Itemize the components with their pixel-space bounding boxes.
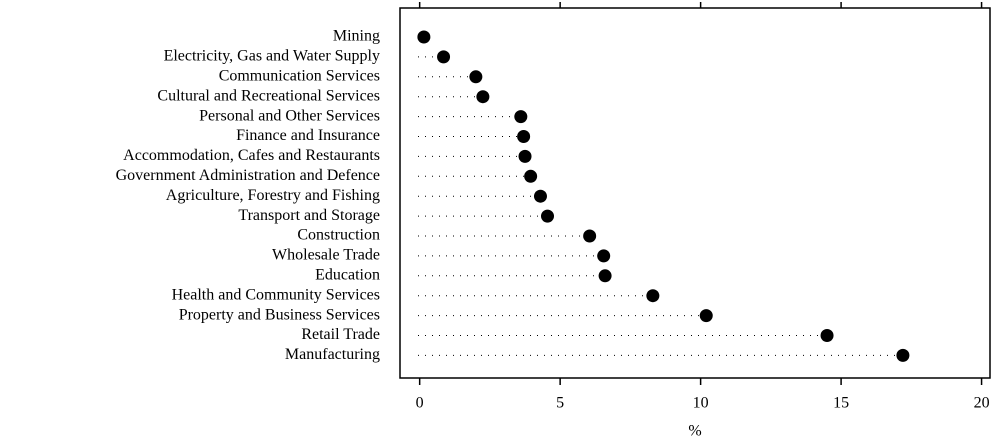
dot	[820, 329, 834, 342]
dot	[896, 348, 910, 362]
plot-frame	[399, 7, 991, 379]
y-tick-label: Agriculture, Forestry and Fishing	[166, 187, 380, 204]
x-axis-label: %	[688, 423, 701, 440]
y-tick-label: Accommodation, Cafes and Restaurants	[123, 147, 380, 164]
y-tick-label: Personal and Other Services	[199, 107, 380, 124]
dot	[699, 309, 713, 323]
dot	[541, 209, 554, 223]
y-tick-label: Mining	[333, 28, 380, 45]
y-tick-label: Government Administration and Defence	[116, 167, 380, 184]
y-tick-label: Property and Business Services	[179, 306, 380, 323]
y-tick-label: Electricity, Gas and Water Supply	[164, 48, 380, 65]
x-tick-label: 0	[416, 395, 424, 412]
dot	[517, 130, 531, 143]
y-tick-label: Construction	[297, 227, 380, 244]
dot	[469, 70, 483, 84]
y-tick-label: Health and Community Services	[172, 286, 380, 303]
x-tick-label: 10	[693, 395, 709, 412]
dot	[437, 50, 451, 64]
y-tick-label: Cultural and Recreational Services	[157, 87, 380, 104]
y-tick-label: Education	[315, 266, 380, 283]
dot	[417, 30, 431, 44]
dot	[646, 289, 660, 303]
x-tick-label: 20	[974, 395, 990, 412]
dot	[598, 269, 612, 283]
x-tick-label: 15	[833, 395, 849, 412]
x-tick-label: 5	[556, 395, 564, 412]
dot	[524, 169, 538, 183]
dot	[533, 189, 547, 203]
y-tick-label: Transport and Storage	[238, 207, 380, 224]
y-tick-label: Wholesale Trade	[272, 247, 380, 264]
dot	[514, 110, 528, 124]
y-tick-label: Manufacturing	[285, 346, 380, 363]
y-tick-label: Communication Services	[219, 67, 380, 84]
dot	[583, 229, 597, 243]
dot	[518, 149, 532, 163]
dot	[597, 249, 611, 263]
y-tick-label: Retail Trade	[301, 326, 380, 343]
y-tick-label: Finance and Insurance	[236, 127, 380, 144]
dot	[476, 90, 490, 104]
